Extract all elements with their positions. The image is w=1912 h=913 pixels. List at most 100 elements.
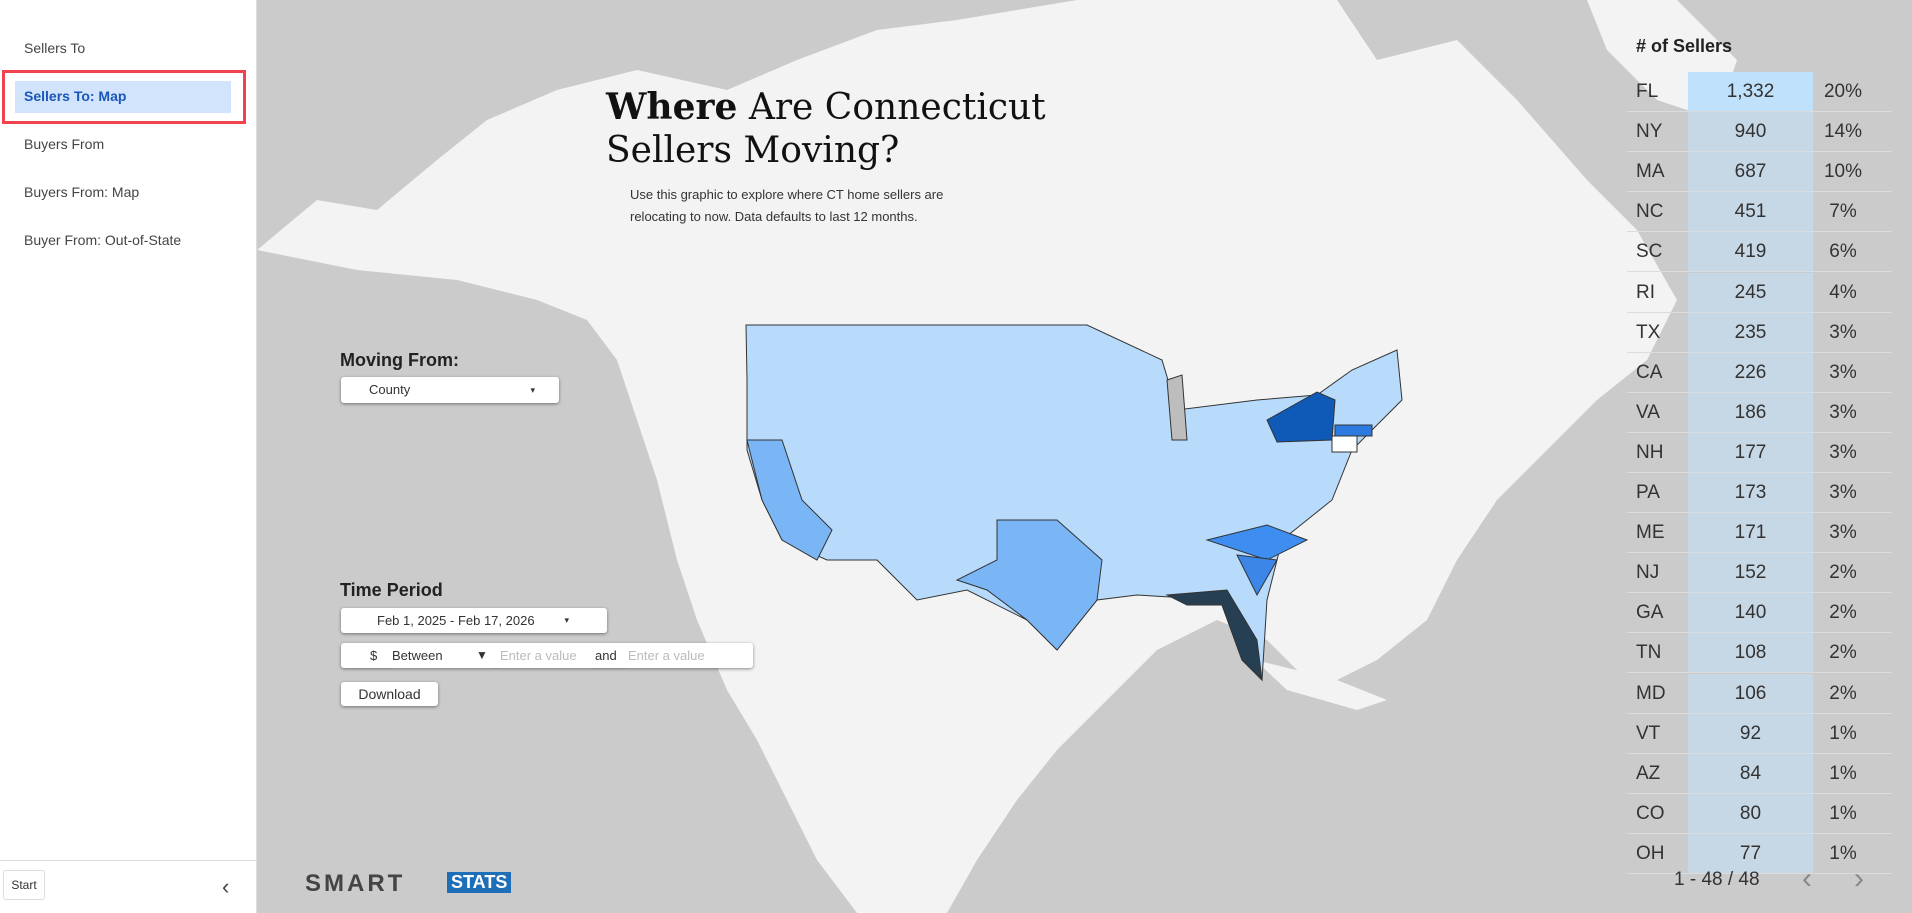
state-cell: NJ xyxy=(1636,562,1660,584)
operator-select[interactable]: Between xyxy=(392,643,492,669)
count-cell: 108 xyxy=(1734,642,1767,664)
state-cell: SC xyxy=(1636,241,1663,263)
percent-cell: 1% xyxy=(1829,802,1857,824)
percent-cell: 20% xyxy=(1823,81,1863,102)
date-value: Feb 1, 2025 - Feb 17, 2026 xyxy=(377,613,535,628)
count-cell: 245 xyxy=(1734,281,1767,303)
description: Use this graphic to explore where CT hom… xyxy=(630,184,943,228)
count-cell: 940 xyxy=(1734,121,1767,143)
percent-cell: 2% xyxy=(1829,602,1857,624)
percent-cell: 3% xyxy=(1829,361,1857,383)
date-dropdown[interactable]: Feb 1, 2025 - Feb 17, 2026 ▾ xyxy=(341,608,607,633)
title: Where Are Connecticut Sellers Moving? xyxy=(606,86,1046,172)
percent-cell: 1% xyxy=(1829,722,1857,744)
count-cell: 177 xyxy=(1734,441,1767,463)
logo-right: STATS xyxy=(447,872,512,893)
state-cell: GA xyxy=(1636,602,1664,624)
state-cell: CO xyxy=(1636,802,1665,824)
title-bold: Where xyxy=(606,86,738,128)
state-tx xyxy=(955,519,1103,651)
row-divider xyxy=(1627,512,1892,513)
state-cell: TX xyxy=(1636,321,1661,343)
state-ca xyxy=(746,439,833,561)
caret: ▾ xyxy=(530,385,535,395)
state-cell: VA xyxy=(1636,401,1660,423)
min-input[interactable]: Enter a value xyxy=(500,643,592,669)
county-dropdown[interactable]: County ▾ xyxy=(341,377,559,403)
count-cell: 77 xyxy=(1739,842,1762,864)
percent-cell: 3% xyxy=(1829,482,1857,503)
download-button[interactable]: Download xyxy=(341,682,438,706)
nav-item[interactable]: Sellers To: Map xyxy=(24,88,127,104)
selected-highlight xyxy=(2,70,246,124)
row-divider xyxy=(1627,672,1892,674)
bar-cell xyxy=(1688,272,1813,312)
state-cell: AZ xyxy=(1636,762,1661,784)
state-ma xyxy=(1334,424,1373,437)
state-ny xyxy=(1266,391,1336,443)
state-cell: MA xyxy=(1636,161,1665,183)
bar-cell xyxy=(1688,192,1813,232)
bar-cell xyxy=(1688,633,1813,673)
percent-cell: 10% xyxy=(1823,161,1863,183)
row-divider xyxy=(1627,752,1892,754)
map-area: Where Are Connecticut Sellers Moving? Us… xyxy=(257,0,1912,913)
count-cell: 80 xyxy=(1739,802,1762,824)
start-button[interactable]: Start xyxy=(3,870,45,900)
count-cell: 173 xyxy=(1734,482,1767,503)
sidebar: Sellers To Sellers To: Map Buyers From Buye… xyxy=(0,0,257,913)
table-header: # of Sellers xyxy=(1636,36,1733,56)
percent-cell: 3% xyxy=(1829,522,1857,544)
prev-page[interactable]: ‹ xyxy=(1802,862,1812,895)
state-cell: TN xyxy=(1636,642,1662,664)
bar-cell xyxy=(1688,713,1813,753)
percent-cell: 3% xyxy=(1829,321,1857,343)
dropdown-value: County xyxy=(369,382,411,397)
state-cell: RI xyxy=(1636,281,1655,303)
count-cell: 419 xyxy=(1734,241,1767,263)
percent-cell: 6% xyxy=(1829,241,1857,263)
percent-cell: 14% xyxy=(1823,121,1863,143)
state-cell: NH xyxy=(1636,441,1664,463)
state-sc xyxy=(1236,554,1278,597)
bar-cell xyxy=(1688,553,1813,593)
map xyxy=(257,0,1737,913)
row-divider xyxy=(1627,552,1892,554)
bar-cell xyxy=(1688,833,1813,873)
bar-cell xyxy=(1688,112,1813,152)
row-divider xyxy=(1627,111,1892,112)
state-cell: NC xyxy=(1636,201,1664,223)
percent-cell: 4% xyxy=(1829,281,1857,303)
caret: ▼ xyxy=(476,648,488,662)
count-cell: 1,332 xyxy=(1726,81,1775,102)
count-cell: 186 xyxy=(1734,401,1767,423)
row-divider xyxy=(1627,231,1892,233)
row-divider xyxy=(1627,792,1892,794)
state-cell: ME xyxy=(1636,522,1665,544)
price-symbol: $ xyxy=(370,648,378,663)
count-cell: 84 xyxy=(1739,762,1762,784)
count-cell: 687 xyxy=(1734,161,1767,183)
nav-item[interactable]: Buyers From: Map xyxy=(24,184,140,200)
row-divider xyxy=(1627,191,1892,193)
nav-item[interactable]: Buyers From xyxy=(24,136,105,152)
percent-cell: 2% xyxy=(1829,642,1857,664)
count-cell: 106 xyxy=(1734,682,1767,704)
row-divider xyxy=(1627,311,1892,313)
state-cell: NY xyxy=(1636,121,1663,143)
max-input[interactable]: Enter a value xyxy=(628,643,714,669)
count-cell: 451 xyxy=(1734,201,1767,223)
bar-cell xyxy=(1688,432,1813,472)
collapse-icon[interactable]: ‹ xyxy=(222,874,230,899)
desc-1: Use this graphic to explore where CT hom… xyxy=(630,187,944,202)
state-cell: PA xyxy=(1636,482,1660,503)
nav-item[interactable]: Sellers To xyxy=(24,40,86,56)
desc-2: relocating to now. Data defaults to last… xyxy=(630,209,918,224)
and-label: and xyxy=(595,648,617,663)
nav-item[interactable]: Buyer From: Out-of-State xyxy=(24,232,182,248)
bar-cell xyxy=(1688,473,1813,512)
percent-cell: 1% xyxy=(1829,842,1857,864)
bar-cell xyxy=(1688,312,1813,352)
next-page[interactable]: › xyxy=(1854,862,1864,895)
